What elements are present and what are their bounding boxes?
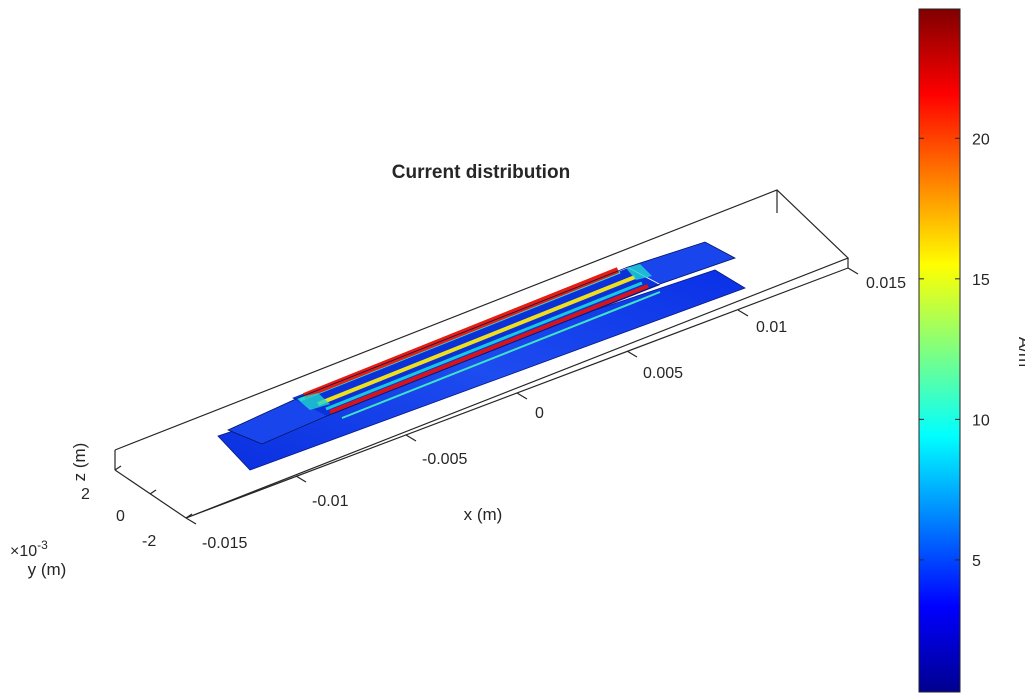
slot-left: [296, 393, 330, 410]
colorbar-gradient: [918, 8, 961, 693]
z-axis-label: z (m): [70, 443, 89, 482]
strip-yellow: [317, 275, 636, 406]
chart-title: Current distribution: [392, 162, 570, 183]
strip-lower-cyan: [341, 291, 661, 419]
x-tick-label: 0.005: [643, 365, 683, 382]
x-tick-label: 0: [535, 405, 544, 422]
y-exponent: ×10-3: [10, 538, 48, 560]
x-axis-label: x (m): [464, 505, 503, 524]
y-axis-label: y (m): [28, 560, 67, 579]
x-tick-label: -0.005: [422, 451, 467, 468]
antenna-surface: [226, 241, 736, 445]
x-tick-label: -0.01: [312, 493, 349, 510]
x-tick-label: -0.015: [202, 535, 247, 552]
x-tick-label: 0.01: [756, 319, 787, 336]
y-axis: -2 0 2 ×10-3 y (m): [10, 465, 193, 579]
x-tick-label: 0.015: [866, 275, 906, 292]
y-tick-label: 2: [81, 486, 90, 503]
slot-right: [626, 264, 652, 280]
strip-cyan: [325, 281, 643, 411]
feed-pad-right: [628, 242, 735, 284]
colorbar-tick-label: 10: [972, 412, 990, 429]
y-tick-label: 0: [116, 508, 125, 525]
colorbar-ticks: 5 10 15 20: [919, 131, 990, 570]
colorbar: 5 10 15 20 A/m: [918, 8, 1025, 693]
x-axis: -0.015 -0.01 -0.005 0 0.005 0.01 0.015 x…: [185, 267, 906, 552]
colorbar-tick-label: 20: [972, 131, 990, 148]
y-tick-label: -2: [142, 533, 156, 550]
colorbar-tick-label: 5: [972, 553, 981, 570]
colorbar-label: A/m: [1015, 337, 1025, 367]
strip-red-bottom: [329, 284, 649, 414]
patch-outline: [226, 241, 736, 445]
colorbar-tick-label: 15: [972, 272, 990, 289]
feed-pad-left: [228, 398, 335, 444]
